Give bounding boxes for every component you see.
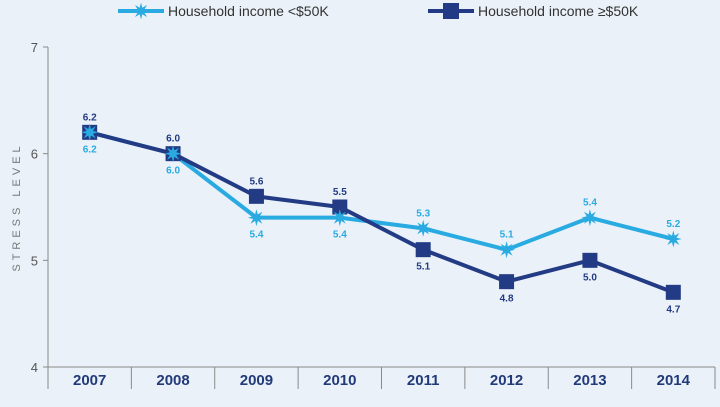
y-tick-label: 5 bbox=[31, 253, 38, 268]
data-point-star-icon bbox=[164, 145, 182, 163]
legend-star-icon bbox=[132, 2, 150, 20]
x-tick-label: 2011 bbox=[407, 372, 440, 389]
data-label: 4.7 bbox=[666, 304, 680, 315]
data-label: 5.5 bbox=[333, 187, 347, 198]
axes: 4 5 6 7 2007 2008 2009 2010 2011 2012 2013 2014 bbox=[31, 40, 716, 389]
data-label: 5.2 bbox=[666, 219, 680, 230]
data-label: 5.4 bbox=[583, 198, 597, 209]
data-label: 6.0 bbox=[166, 166, 180, 177]
data-point-star-icon bbox=[664, 230, 682, 248]
data-label: 6.0 bbox=[166, 134, 180, 145]
data-point-star-icon bbox=[498, 241, 516, 259]
data-point-star-icon bbox=[414, 219, 432, 237]
data-label: 5.1 bbox=[416, 262, 430, 273]
x-tick-label: 2009 bbox=[240, 372, 273, 389]
series-lines bbox=[89, 130, 675, 295]
x-tick-label: 2012 bbox=[490, 372, 523, 389]
data-label: 6.2 bbox=[83, 112, 97, 123]
data-point-square-icon bbox=[499, 274, 515, 290]
x-tick-label: 2014 bbox=[657, 372, 691, 389]
data-labels: 6.2 6.0 5.6 5.5 5.1 4.8 5.0 4.7 6.2 6.0 5.4 5.4 5.3 5… bbox=[83, 112, 681, 315]
data-point-star-icon bbox=[247, 209, 265, 227]
data-point-star-icon bbox=[581, 209, 599, 227]
series-line bbox=[89, 130, 675, 295]
data-point-square-icon bbox=[665, 284, 681, 300]
data-label: 5.3 bbox=[416, 208, 430, 219]
data-label: 5.4 bbox=[249, 230, 263, 241]
y-tick-label: 4 bbox=[31, 360, 38, 375]
data-label: 5.1 bbox=[500, 230, 514, 241]
legend: Household income <$50K Household income ≥… bbox=[118, 2, 639, 20]
y-axis-label: STRESS LEVEL bbox=[11, 142, 23, 271]
legend-entry: Household income <$50K bbox=[168, 3, 329, 19]
x-tick-label: 2008 bbox=[156, 372, 189, 389]
data-point-square-icon bbox=[248, 188, 264, 204]
data-label: 5.0 bbox=[583, 272, 597, 283]
series-line bbox=[89, 130, 674, 252]
series-markers bbox=[81, 123, 682, 300]
data-point-square-icon bbox=[415, 242, 431, 258]
data-label: 5.6 bbox=[249, 176, 263, 187]
y-tick-label: 7 bbox=[31, 40, 38, 55]
data-point-star-icon bbox=[331, 209, 349, 227]
data-point-star-icon bbox=[81, 123, 99, 141]
data-label: 6.2 bbox=[83, 144, 97, 155]
data-label: 4.8 bbox=[500, 294, 514, 305]
data-point-square-icon bbox=[582, 252, 598, 268]
legend-square-icon bbox=[443, 3, 459, 19]
legend-entry: Household income ≥$50K bbox=[478, 3, 639, 19]
x-tick-label: 2010 bbox=[323, 372, 356, 389]
x-tick-label: 2007 bbox=[73, 372, 106, 389]
data-point-square-icon bbox=[332, 199, 348, 215]
y-tick-label: 6 bbox=[31, 147, 38, 162]
x-tick-label: 2013 bbox=[573, 372, 606, 389]
data-label: 5.4 bbox=[333, 230, 347, 241]
